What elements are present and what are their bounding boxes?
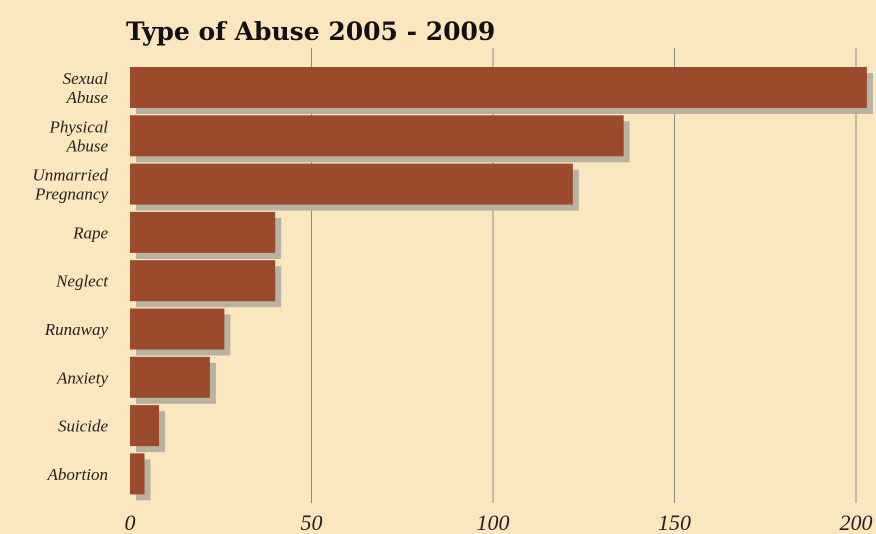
- x-tick-label-150: 150: [658, 510, 691, 534]
- category-label-sexual-abuse-1: Sexual: [63, 69, 109, 88]
- category-label-suicide: Suicide: [58, 417, 108, 436]
- category-label-anxiety: Anxiety: [56, 368, 108, 387]
- x-tick-label-50: 50: [301, 510, 323, 534]
- bar-unmarried-pregnancy: [130, 163, 573, 205]
- category-label-physical-abuse-2: Abuse: [65, 136, 108, 155]
- x-tick-label-100: 100: [477, 510, 510, 534]
- bar-abortion: [130, 453, 145, 495]
- category-label-sexual-abuse-2: Abuse: [65, 88, 108, 107]
- bar-runaway: [130, 308, 225, 350]
- category-label-physical-abuse-1: Physical: [48, 117, 108, 136]
- bar-rape: [130, 211, 276, 253]
- category-label-runaway: Runaway: [44, 320, 109, 339]
- x-tick-label-200: 200: [840, 510, 873, 534]
- category-label-unmarried-pregnancy-1: Unmarried: [32, 166, 108, 185]
- category-label-unmarried-pregnancy-2: Pregnancy: [34, 185, 108, 204]
- bar-anxiety: [130, 356, 210, 398]
- category-label-neglect: Neglect: [55, 272, 109, 291]
- bar-suicide: [130, 405, 160, 447]
- x-tick-label-0: 0: [125, 510, 136, 534]
- bar-sexual-abuse: [130, 67, 867, 108]
- bar-neglect: [130, 260, 276, 302]
- chart-title: Type of Abuse 2005 - 2009: [126, 17, 495, 46]
- bar-physical-abuse: [130, 115, 624, 157]
- category-label-rape: Rape: [72, 223, 108, 242]
- category-label-abortion: Abortion: [47, 465, 108, 484]
- x-tick-labels: 0 50 100 150 200: [125, 510, 873, 534]
- bars: [130, 67, 873, 501]
- category-labels: SexualAbusePhysicalAbuseUnmarriedPregnan…: [32, 69, 109, 484]
